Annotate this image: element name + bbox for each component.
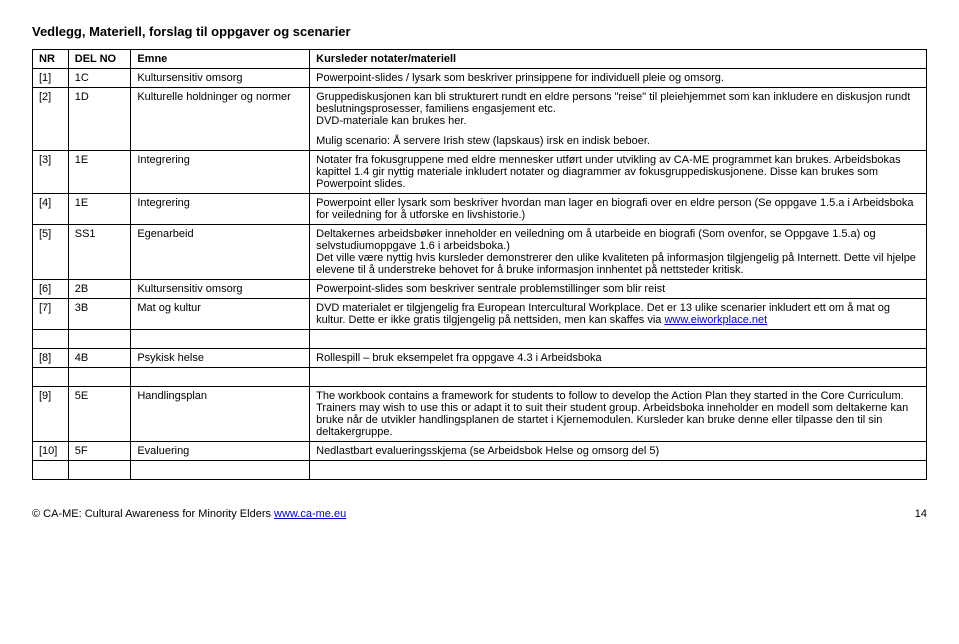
spacer-cell (33, 368, 69, 387)
cell-notes: Nedlastbart evalueringsskjema (se Arbeid… (310, 442, 927, 461)
cell-notes: Rollespill – bruk eksempelet fra oppgave… (310, 349, 927, 368)
spacer-cell (131, 461, 310, 480)
cell-notes: The workbook contains a framework for st… (310, 387, 927, 442)
table-row: [4]1EIntegreringPowerpoint eller lysark … (33, 194, 927, 225)
cell-emne: Kultursensitiv omsorg (131, 69, 310, 88)
cell-del: 1E (68, 194, 131, 225)
spacer-row (33, 368, 927, 387)
table-row: [10]5FEvalueringNedlastbart evalueringss… (33, 442, 927, 461)
cell-del: 5F (68, 442, 131, 461)
spacer-cell (68, 461, 131, 480)
cell-emne: Kulturelle holdninger og normer (131, 88, 310, 151)
footer-page-number: 14 (915, 508, 927, 520)
footer-copyright-text: © CA-ME: Cultural Awareness for Minority… (32, 508, 274, 520)
cell-nr: [6] (33, 280, 69, 299)
table-row: [2]1DKulturelle holdninger og normerGrup… (33, 88, 927, 151)
cell-del: 2B (68, 280, 131, 299)
cell-nr: [2] (33, 88, 69, 151)
table-header-row: NR DEL NO Emne Kursleder notater/materie… (33, 50, 927, 69)
table-row: [9]5EHandlingsplanThe workbook contains … (33, 387, 927, 442)
spacer-cell (68, 330, 131, 349)
cell-notes: Gruppediskusjonen kan bli strukturert ru… (310, 88, 927, 151)
col-emne: Emne (131, 50, 310, 69)
cell-del: 5E (68, 387, 131, 442)
cell-nr: [9] (33, 387, 69, 442)
table-row: [5]SS1EgenarbeidDeltakernes arbeidsbøker… (33, 225, 927, 280)
cell-del: SS1 (68, 225, 131, 280)
page-footer: © CA-ME: Cultural Awareness for Minority… (32, 508, 927, 520)
cell-emne: Evaluering (131, 442, 310, 461)
cell-del: 3B (68, 299, 131, 330)
cell-nr: [1] (33, 69, 69, 88)
cell-notes: Powerpoint-slides som beskriver sentrale… (310, 280, 927, 299)
spacer-cell (310, 368, 927, 387)
eiworkplace-link[interactable]: www.eiworkplace.net (664, 314, 767, 326)
spacer-cell (131, 330, 310, 349)
cell-del: 1E (68, 151, 131, 194)
cell-notes: DVD materialet er tilgjengelig fra Europ… (310, 299, 927, 330)
col-nr: NR (33, 50, 69, 69)
cell-del: 4B (68, 349, 131, 368)
spacer-cell (68, 368, 131, 387)
cell-nr: [3] (33, 151, 69, 194)
cell-del: 1D (68, 88, 131, 151)
cell-emne: Kultursensitiv omsorg (131, 280, 310, 299)
table-row: [3]1EIntegreringNotater fra fokusgruppen… (33, 151, 927, 194)
col-notes: Kursleder notater/materiell (310, 50, 927, 69)
cell-emne: Psykisk helse (131, 349, 310, 368)
cell-emne: Egenarbeid (131, 225, 310, 280)
spacer-row (33, 330, 927, 349)
spacer-cell (310, 461, 927, 480)
cell-nr: [4] (33, 194, 69, 225)
spacer-cell (33, 330, 69, 349)
footer-url-link[interactable]: www.ca-me.eu (274, 508, 346, 520)
cell-notes: Notater fra fokusgruppene med eldre menn… (310, 151, 927, 194)
cell-emne: Mat og kultur (131, 299, 310, 330)
cell-emne: Integrering (131, 151, 310, 194)
cell-notes: Deltakernes arbeidsbøker inneholder en v… (310, 225, 927, 280)
cell-notes: Powerpoint-slides / lysark som beskriver… (310, 69, 927, 88)
spacer-cell (131, 368, 310, 387)
table-row: [1]1CKultursensitiv omsorgPowerpoint-sli… (33, 69, 927, 88)
materials-table: NR DEL NO Emne Kursleder notater/materie… (32, 49, 927, 480)
cell-nr: [8] (33, 349, 69, 368)
cell-notes: Powerpoint eller lysark som beskriver hv… (310, 194, 927, 225)
table-row: [7]3BMat og kulturDVD materialet er tilg… (33, 299, 927, 330)
table-row: [6]2BKultursensitiv omsorgPowerpoint-sli… (33, 280, 927, 299)
spacer-cell (33, 461, 69, 480)
spacer-row (33, 461, 927, 480)
cell-emne: Integrering (131, 194, 310, 225)
cell-nr: [5] (33, 225, 69, 280)
cell-emne: Handlingsplan (131, 387, 310, 442)
col-del-no: DEL NO (68, 50, 131, 69)
doc-title: Vedlegg, Materiell, forslag til oppgaver… (32, 24, 927, 39)
table-row: [8]4BPsykisk helseRollespill – bruk ekse… (33, 349, 927, 368)
cell-nr: [7] (33, 299, 69, 330)
cell-del: 1C (68, 69, 131, 88)
cell-nr: [10] (33, 442, 69, 461)
footer-copyright: © CA-ME: Cultural Awareness for Minority… (32, 508, 346, 520)
spacer-cell (310, 330, 927, 349)
